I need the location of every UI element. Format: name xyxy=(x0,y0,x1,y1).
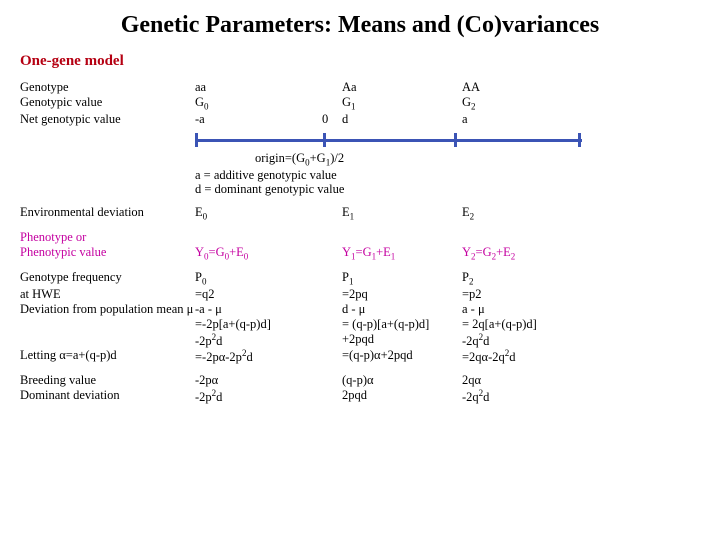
cell: Y1=G1+E1 xyxy=(342,245,462,262)
cell: E2 xyxy=(462,205,582,222)
breeding-block: Breeding value-2pα (q-p)α2qα Dominant devi… xyxy=(20,373,700,405)
row-label: Letting α=a+(q-p)d xyxy=(20,348,195,365)
row-label xyxy=(20,317,195,332)
env-row: Environmental deviation E0 E1 E2 xyxy=(20,205,700,222)
cell xyxy=(322,95,342,112)
row-label: Phenotype or xyxy=(20,230,195,245)
cell: G0 xyxy=(195,95,322,112)
row-label: Net genotypic value xyxy=(20,112,195,127)
cell: Aa xyxy=(342,80,462,95)
cell: 2qα xyxy=(462,373,582,388)
row-label: Genotype xyxy=(20,80,195,95)
row-label xyxy=(20,332,195,349)
row-label: Dominant deviation xyxy=(20,388,195,405)
cell: -2p2d xyxy=(195,388,322,405)
cell: aa xyxy=(195,80,322,95)
cell: P1 xyxy=(342,270,462,287)
cell: (q-p)α xyxy=(342,373,462,388)
row-label: Environmental deviation xyxy=(20,205,195,222)
subtitle: One-gene model xyxy=(20,53,700,70)
cell: AA xyxy=(462,80,582,95)
cell: =q2 xyxy=(195,287,322,302)
cell: G2 xyxy=(462,95,582,112)
cell: d - μ xyxy=(342,302,462,317)
cell: E0 xyxy=(195,205,322,222)
page-title: Genetic Parameters: Means and (Co)varian… xyxy=(20,12,700,39)
cell: 2pqd xyxy=(342,388,462,405)
cell: =-2p[a+(q-p)d] xyxy=(195,317,322,332)
row-label: Genotypic value xyxy=(20,95,195,112)
d-definition: d = dominant genotypic value xyxy=(195,182,700,197)
cell: +2pqd xyxy=(342,332,462,349)
row-label: Breeding value xyxy=(20,373,195,388)
cell: 0 xyxy=(322,112,342,127)
cell: P2 xyxy=(462,270,582,287)
cell: -2p2d xyxy=(195,332,322,349)
cell: -a - μ xyxy=(195,302,322,317)
cell: -a xyxy=(195,112,322,127)
cell: a - μ xyxy=(462,302,582,317)
cell: =2pq xyxy=(342,287,462,302)
phenotype-row: Phenotype or Phenotypic value Y0=G0+E0 Y… xyxy=(20,230,700,262)
cell: =2qα-2q2d xyxy=(462,348,582,365)
cell xyxy=(322,80,342,95)
cell: -2q2d xyxy=(462,332,582,349)
cell: a xyxy=(462,112,582,127)
origin-label: origin=(G0+G1)/2 xyxy=(195,151,700,168)
cell: = (q-p)[a+(q-p)d] xyxy=(342,317,462,332)
row-label: at HWE xyxy=(20,287,195,302)
cell: = 2q[a+(q-p)d] xyxy=(462,317,582,332)
frequency-block: Genotype frequencyP0 P1P2 at HWE=q2 =2pq=p2… xyxy=(20,270,700,365)
cell: d xyxy=(342,112,462,127)
cell: Y0=G0+E0 xyxy=(195,245,322,262)
cell: -2pα xyxy=(195,373,322,388)
row-label: Genotype frequency xyxy=(20,270,195,287)
cell: P0 xyxy=(195,270,322,287)
cell: =-2pα-2p2d xyxy=(195,348,322,365)
cell: =(q-p)α+2pqd xyxy=(342,348,462,365)
cell: -2q2d xyxy=(462,388,582,405)
row-label: Phenotypic value xyxy=(20,245,195,262)
cell: G1 xyxy=(342,95,462,112)
cell: =p2 xyxy=(462,287,582,302)
a-definition: a = additive genotypic value xyxy=(195,168,700,183)
row-label: Deviation from population mean μ xyxy=(20,302,195,317)
axis xyxy=(195,131,582,149)
cell: Y2=G2+E2 xyxy=(462,245,582,262)
genotype-table: Genotype aa Aa AA Genotypic value G0 G1 … xyxy=(20,80,700,127)
cell: E1 xyxy=(342,205,462,222)
